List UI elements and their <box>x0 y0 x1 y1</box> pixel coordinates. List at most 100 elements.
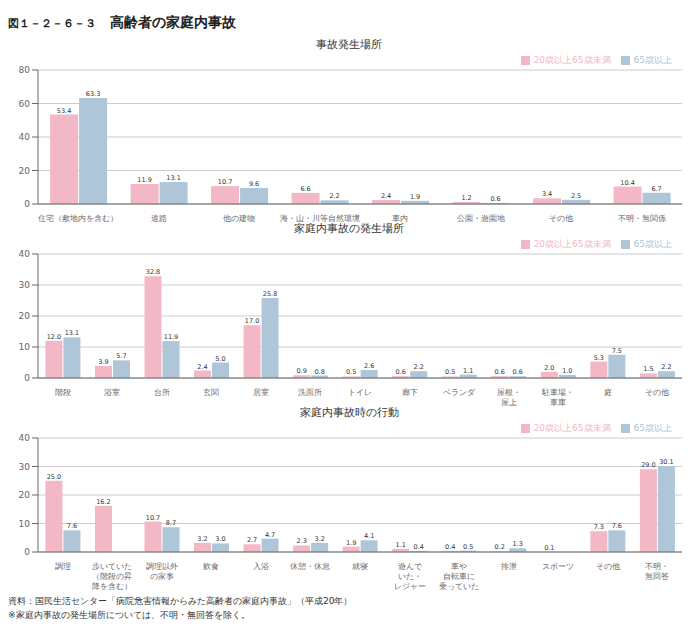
svg-text:スポーツ: スポーツ <box>542 562 574 571</box>
svg-text:浴室: 浴室 <box>104 388 120 397</box>
svg-text:排泄: 排泄 <box>501 562 517 571</box>
svg-text:25.8: 25.8 <box>263 290 277 298</box>
svg-text:20: 20 <box>19 311 31 321</box>
svg-text:ベランダ: ベランダ <box>443 388 476 397</box>
svg-text:不明・無回答: 不明・無回答 <box>645 562 669 581</box>
svg-text:道路: 道路 <box>151 214 167 222</box>
svg-text:7.6: 7.6 <box>67 522 77 530</box>
svg-text:2.2: 2.2 <box>661 363 671 371</box>
svg-text:0.5: 0.5 <box>346 368 356 376</box>
svg-text:20: 20 <box>19 166 31 176</box>
svg-text:車内: 車内 <box>392 214 408 222</box>
svg-text:不明・無関係: 不明・無関係 <box>618 214 666 222</box>
svg-text:11.9: 11.9 <box>164 333 178 341</box>
svg-text:0.5: 0.5 <box>463 543 473 551</box>
svg-text:0.6: 0.6 <box>490 195 500 203</box>
svg-text:80: 80 <box>19 65 31 75</box>
svg-text:遊んでいた・レジャー: 遊んでいた・レジャー <box>394 562 426 590</box>
svg-text:53.4: 53.4 <box>57 107 71 115</box>
svg-text:6.7: 6.7 <box>651 185 661 193</box>
svg-text:4.1: 4.1 <box>364 532 374 540</box>
svg-text:25.0: 25.0 <box>47 473 61 481</box>
svg-text:2.4: 2.4 <box>381 192 391 200</box>
svg-text:0.6: 0.6 <box>495 368 505 376</box>
svg-text:0.2: 0.2 <box>495 543 505 551</box>
svg-text:0.4: 0.4 <box>414 543 424 551</box>
svg-text:10.7: 10.7 <box>218 178 232 186</box>
svg-text:2.5: 2.5 <box>571 192 581 200</box>
svg-text:10.4: 10.4 <box>620 179 634 187</box>
svg-text:0.6: 0.6 <box>513 368 523 376</box>
svg-text:2.3: 2.3 <box>296 537 306 545</box>
svg-text:0.9: 0.9 <box>296 367 306 375</box>
svg-text:休憩・休息: 休憩・休息 <box>290 562 330 571</box>
svg-text:廊下: 廊下 <box>402 388 418 397</box>
svg-text:7.6: 7.6 <box>612 522 622 530</box>
svg-text:7.3: 7.3 <box>594 523 604 531</box>
svg-text:調理以外の家事: 調理以外の家事 <box>146 562 178 581</box>
svg-text:5.0: 5.0 <box>215 355 225 363</box>
svg-text:13.1: 13.1 <box>65 329 79 337</box>
svg-text:1.2: 1.2 <box>461 194 471 202</box>
svg-text:2.7: 2.7 <box>247 536 257 544</box>
svg-text:32.8: 32.8 <box>146 268 160 276</box>
svg-text:入浴: 入浴 <box>253 562 269 571</box>
svg-text:0.5: 0.5 <box>445 368 455 376</box>
svg-text:その他: その他 <box>596 562 620 571</box>
svg-text:20: 20 <box>19 490 31 500</box>
svg-text:1.1: 1.1 <box>463 367 473 375</box>
svg-text:3.4: 3.4 <box>542 190 552 198</box>
svg-text:住宅（敷地内を含む）: 住宅（敷地内を含む） <box>38 214 118 222</box>
svg-text:40: 40 <box>19 433 31 443</box>
svg-text:29.0: 29.0 <box>641 461 655 469</box>
svg-text:30: 30 <box>19 462 31 472</box>
svg-text:海・山・川等自然環境: 海・山・川等自然環境 <box>280 214 360 222</box>
svg-text:1.1: 1.1 <box>396 541 406 549</box>
svg-text:2.2: 2.2 <box>414 363 424 371</box>
svg-text:0.1: 0.1 <box>544 544 554 552</box>
svg-text:0.6: 0.6 <box>396 368 406 376</box>
svg-text:0.8: 0.8 <box>314 368 324 376</box>
svg-text:5.3: 5.3 <box>594 354 604 362</box>
svg-text:1.9: 1.9 <box>410 193 420 201</box>
svg-text:車や自転車に乗っていた: 車や自転車に乗っていた <box>439 562 479 590</box>
svg-text:駐車場・車庫: 駐車場・車庫 <box>541 388 574 406</box>
svg-text:3.2: 3.2 <box>197 535 207 543</box>
svg-text:1.5: 1.5 <box>643 365 653 373</box>
svg-text:2.6: 2.6 <box>364 362 374 370</box>
svg-text:調理: 調理 <box>55 562 71 571</box>
svg-text:6.6: 6.6 <box>300 185 310 193</box>
svg-text:1.0: 1.0 <box>562 367 572 375</box>
svg-text:30.1: 30.1 <box>659 458 673 466</box>
svg-text:2.0: 2.0 <box>544 364 554 372</box>
svg-text:トイレ: トイレ <box>348 388 372 397</box>
svg-text:飲食: 飲食 <box>203 562 219 571</box>
svg-text:他の建物: 他の建物 <box>223 214 255 222</box>
svg-text:16.2: 16.2 <box>96 498 110 506</box>
svg-text:1.3: 1.3 <box>513 540 523 548</box>
svg-text:10: 10 <box>19 342 31 352</box>
svg-text:17.0: 17.0 <box>245 317 259 325</box>
svg-text:就寝: 就寝 <box>352 562 368 571</box>
svg-text:0.4: 0.4 <box>445 543 455 551</box>
svg-text:0: 0 <box>24 547 30 557</box>
svg-text:10: 10 <box>19 519 31 529</box>
svg-text:3.9: 3.9 <box>98 358 108 366</box>
svg-text:屋根・屋上: 屋根・屋上 <box>497 388 521 406</box>
svg-text:台所: 台所 <box>154 388 170 397</box>
svg-text:13.1: 13.1 <box>166 174 180 182</box>
svg-text:公園・遊園地: 公園・遊園地 <box>457 214 505 222</box>
svg-text:洗面所: 洗面所 <box>298 388 322 397</box>
svg-text:歩いていた（階段の昇降を含む）: 歩いていた（階段の昇降を含む） <box>92 562 132 590</box>
svg-text:0: 0 <box>24 373 30 383</box>
svg-text:その他: その他 <box>645 388 669 397</box>
svg-text:庭: 庭 <box>604 388 612 397</box>
svg-text:8.7: 8.7 <box>166 519 176 527</box>
svg-text:60: 60 <box>19 99 31 109</box>
svg-text:30: 30 <box>19 280 31 290</box>
svg-text:4.7: 4.7 <box>265 531 275 539</box>
svg-text:3.2: 3.2 <box>314 535 324 543</box>
svg-text:63.3: 63.3 <box>86 90 100 98</box>
svg-text:3.0: 3.0 <box>215 535 225 543</box>
svg-text:12.0: 12.0 <box>47 333 61 341</box>
